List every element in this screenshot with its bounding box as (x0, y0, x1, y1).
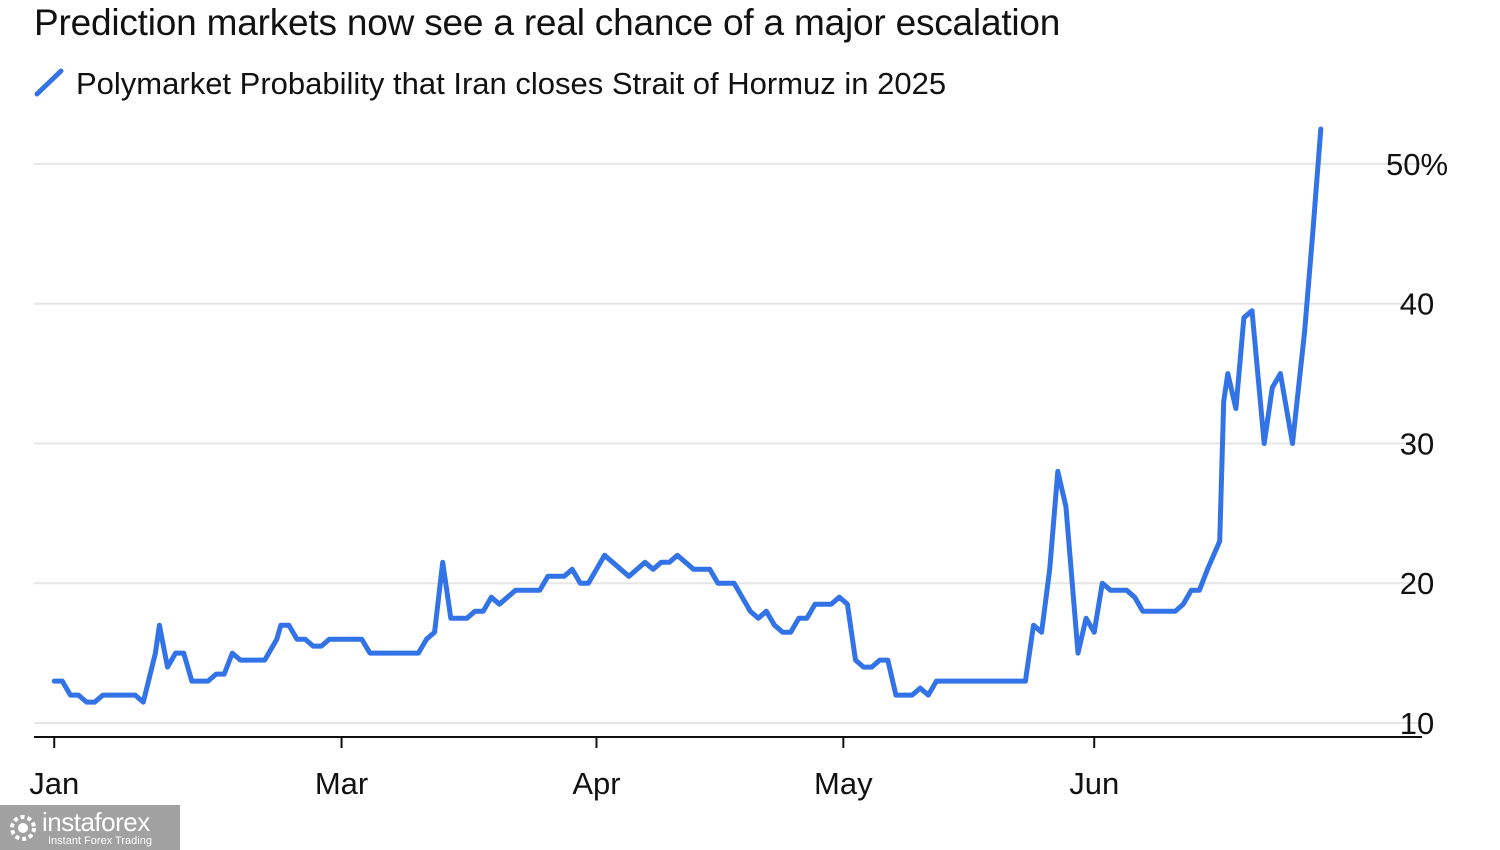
x-tick-label: May (814, 766, 873, 801)
x-tick-label: Jan (29, 766, 79, 801)
x-tick-label: Jun (1069, 766, 1119, 801)
legend-label: Polymarket Probability that Iran closes … (76, 66, 947, 101)
x-tick-label: Mar (315, 766, 368, 801)
y-tick-label: 50% (1386, 147, 1448, 182)
watermark-brand: instaforex (42, 807, 150, 837)
chart-title: Prediction markets now see a real chance… (34, 2, 1061, 43)
legend-swatch (34, 68, 64, 97)
series-line-0 (51, 126, 1324, 705)
y-tick-label: 10 (1400, 706, 1434, 741)
watermark-logo: instaforex Instant Forex Trading (0, 805, 180, 850)
gear-icon (10, 815, 36, 841)
x-tick-label: Apr (572, 766, 620, 801)
watermark-tagline: Instant Forex Trading (48, 835, 152, 847)
y-tick-label: 40 (1400, 287, 1434, 322)
y-tick-label: 30 (1400, 426, 1434, 461)
chart-legend: Polymarket Probability that Iran closes … (34, 64, 946, 104)
y-tick-label: 20 (1400, 566, 1434, 601)
